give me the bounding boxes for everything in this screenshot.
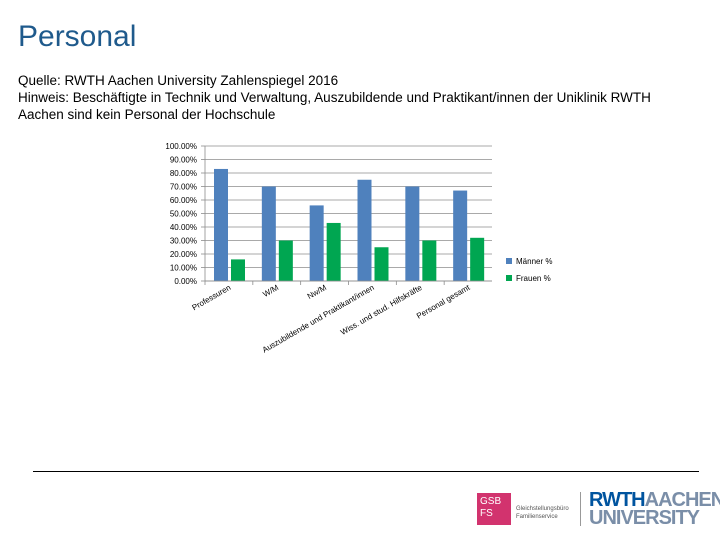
rwth-logo-rwth: RWTH — [589, 489, 646, 511]
bar-maenner — [405, 186, 420, 281]
bar-maenner — [357, 179, 372, 281]
legend-label: Frauen % — [516, 274, 551, 283]
bar-maenner — [453, 190, 468, 281]
bar-maenner — [261, 186, 276, 281]
bar-frauen — [470, 237, 485, 281]
y-tick-label: 20.00% — [170, 250, 197, 259]
y-tick-label: 80.00% — [170, 169, 197, 178]
rwth-logo: RWTHAACHEN UNIVERSITY — [589, 489, 720, 529]
bar-frauen — [422, 240, 437, 281]
rwth-logo-university: UNIVERSITY — [589, 507, 700, 529]
logo-separator — [580, 492, 581, 526]
bar-frauen — [278, 240, 293, 281]
y-tick-label: 90.00% — [170, 156, 197, 165]
footer-divider — [33, 471, 699, 472]
x-category-label: W/M — [261, 283, 280, 299]
gsb-text-line-1: Gleichstellungsbüro — [516, 506, 569, 512]
bar-frauen — [326, 222, 341, 281]
note-line-2: Aachen sind kein Personal der Hochschule — [18, 107, 276, 122]
bar-maenner — [309, 205, 324, 281]
x-category-label: Nw/M — [306, 283, 328, 301]
y-tick-label: 0.00% — [174, 277, 197, 286]
y-tick-label: 70.00% — [170, 183, 197, 192]
legend-swatch — [506, 258, 512, 264]
gsb-text-line-2: Familienservice — [516, 514, 558, 520]
source-line: Quelle: RWTH Aachen University Zahlenspi… — [18, 73, 339, 88]
grid-lines — [205, 145, 492, 282]
y-tick-label: 50.00% — [170, 210, 197, 219]
bars — [214, 168, 485, 281]
x-category-label: Professuren — [190, 283, 232, 312]
y-tick-label: 100.00% — [165, 142, 197, 151]
bar-frauen — [231, 259, 245, 281]
legend-label: Männer % — [516, 257, 552, 266]
bar-frauen — [374, 247, 389, 281]
y-tick-label: 60.00% — [170, 196, 197, 205]
legend-swatch — [506, 275, 512, 281]
x-category-label: Personal gesamt — [415, 283, 472, 321]
rwth-logo-aachen: AACHEN — [644, 489, 720, 511]
y-tick-label: 40.00% — [170, 223, 197, 232]
gsb-text: Gleichstellungsbüro Familienservice — [516, 505, 569, 521]
x-category-label: Wiss. und stud. Hilfskräfte — [339, 283, 424, 337]
source-note: Quelle: RWTH Aachen University Zahlenspi… — [18, 72, 708, 123]
gsb-logo: GSB FS — [477, 493, 511, 525]
y-tick-label: 10.00% — [170, 264, 197, 273]
legend: Männer % Frauen % — [506, 257, 552, 283]
page-title: Personal — [18, 20, 137, 53]
note-line-1: Hinweis: Beschäftigte in Technik und Ver… — [18, 90, 651, 105]
y-tick-label: 30.00% — [170, 237, 197, 246]
bar-maenner — [214, 168, 228, 281]
